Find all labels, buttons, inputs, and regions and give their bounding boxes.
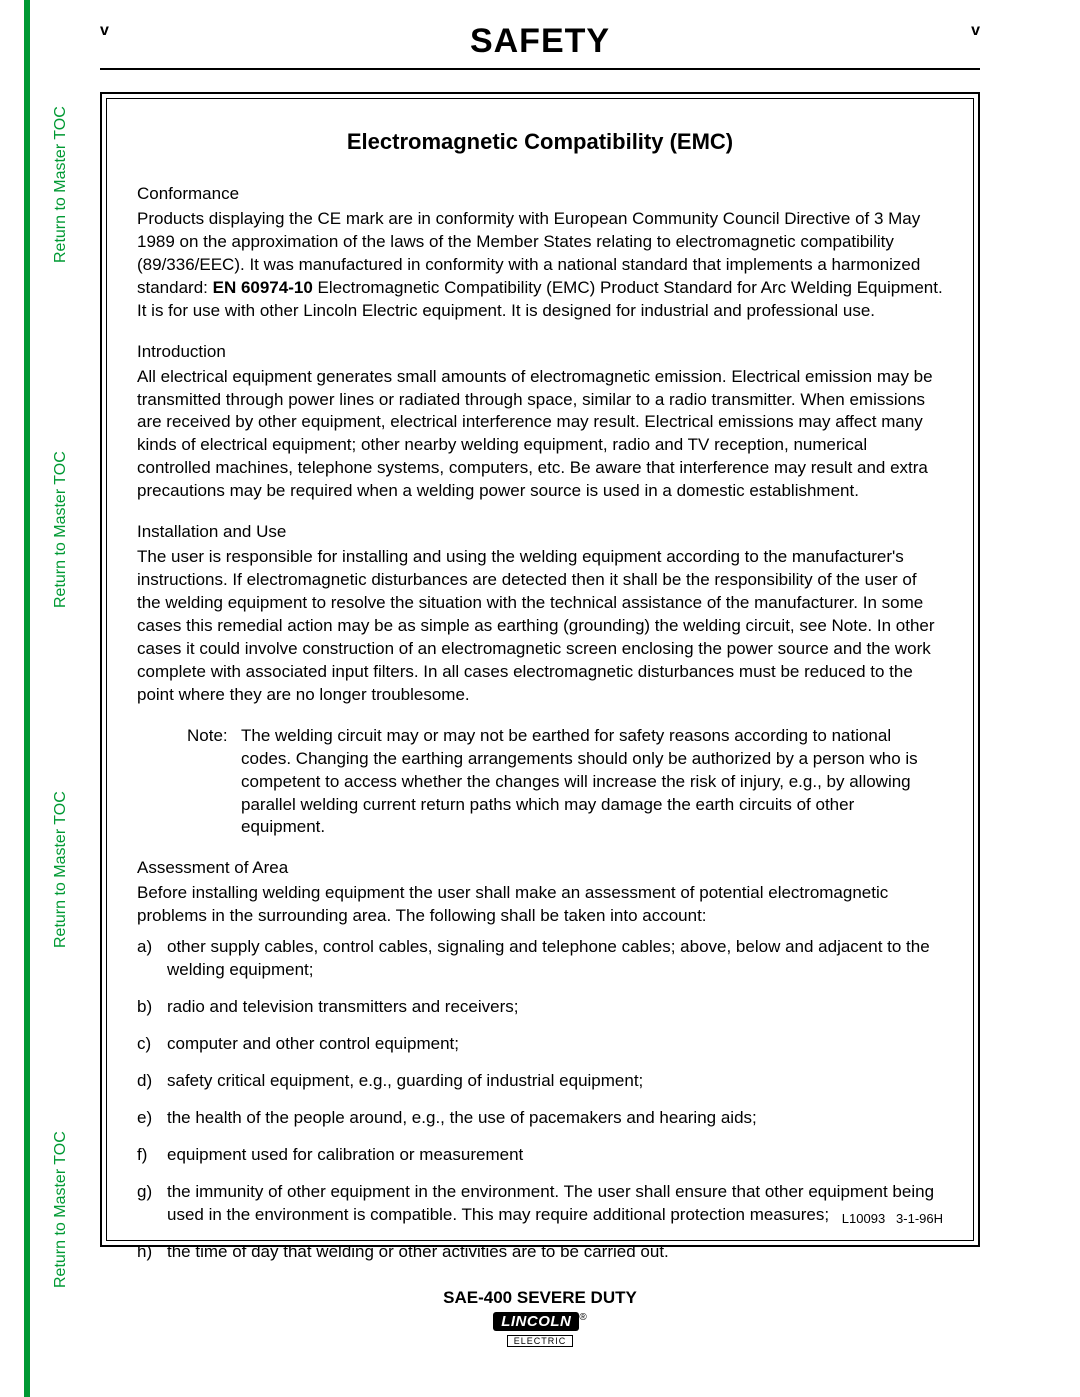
doc-code: L10093 3-1-96H: [842, 1211, 943, 1226]
list-marker: f): [137, 1144, 167, 1167]
content-frame-inner: Electromagnetic Compatibility (EMC) Conf…: [106, 98, 974, 1241]
assessment-intro: Before installing welding equipment the …: [137, 882, 943, 928]
list-item: d)safety critical equipment, e.g., guard…: [137, 1070, 943, 1093]
conformance-text: Products displaying the CE mark are in c…: [137, 208, 943, 323]
conformance-heading: Conformance: [137, 183, 943, 206]
toc-link-2[interactable]: Return to Master TOC: [52, 430, 70, 630]
list-marker: c): [137, 1033, 167, 1056]
page-number-left: v: [100, 22, 109, 40]
list-marker: g): [137, 1181, 167, 1227]
assessment-heading: Assessment of Area: [137, 857, 943, 880]
list-marker: a): [137, 936, 167, 982]
logo-bottom-text: ELECTRIC: [507, 1335, 574, 1347]
list-marker: e): [137, 1107, 167, 1130]
assessment-list: a)other supply cables, control cables, s…: [137, 936, 943, 1263]
toc-link-4[interactable]: Return to Master TOC: [52, 1110, 70, 1310]
list-text: other supply cables, control cables, sig…: [167, 936, 943, 982]
logo-registered-icon: ®: [579, 1312, 586, 1323]
list-text: the health of the people around, e.g., t…: [167, 1107, 943, 1130]
logo-name: LINCOLN: [501, 1313, 571, 1330]
note-text: The welding circuit may or may not be ea…: [241, 725, 943, 840]
toc-link-1[interactable]: Return to Master TOC: [52, 85, 70, 285]
list-item: c)computer and other control equipment;: [137, 1033, 943, 1056]
content-frame-outer: Electromagnetic Compatibility (EMC) Conf…: [100, 92, 980, 1247]
introduction-heading: Introduction: [137, 341, 943, 364]
note-label: Note:: [187, 725, 241, 840]
doc-code-left: L10093: [842, 1211, 885, 1226]
installation-heading: Installation and Use: [137, 521, 943, 544]
list-text: safety critical equipment, e.g., guardin…: [167, 1070, 943, 1093]
list-marker: b): [137, 996, 167, 1019]
introduction-text: All electrical equipment generates small…: [137, 366, 943, 504]
body-content: Conformance Products displaying the CE m…: [137, 183, 943, 1264]
side-green-bar: [24, 0, 30, 1397]
list-item: b)radio and television transmitters and …: [137, 996, 943, 1019]
list-text: the immunity of other equipment in the e…: [167, 1181, 943, 1227]
list-text: computer and other control equipment;: [167, 1033, 943, 1056]
installation-text: The user is responsible for installing a…: [137, 546, 943, 707]
conformance-bold: EN 60974-10: [213, 278, 313, 297]
footer-product: SAE-400 SEVERE DUTY: [0, 1288, 1080, 1308]
list-marker: h): [137, 1241, 167, 1264]
toc-link-3[interactable]: Return to Master TOC: [52, 770, 70, 970]
list-marker: d): [137, 1070, 167, 1093]
lincoln-logo: LINCOLN ® ELECTRIC: [493, 1312, 587, 1349]
list-text: equipment used for calibration or measur…: [167, 1144, 943, 1167]
logo-top-text: LINCOLN: [493, 1312, 579, 1331]
note-block: Note: The welding circuit may or may not…: [187, 725, 943, 840]
page-title: SAFETY: [470, 22, 610, 61]
list-item: f)equipment used for calibration or meas…: [137, 1144, 943, 1167]
list-item: h)the time of day that welding or other …: [137, 1241, 943, 1264]
page-header: v SAFETY v: [100, 22, 980, 70]
page-footer: SAE-400 SEVERE DUTY LINCOLN ® ELECTRIC: [0, 1288, 1080, 1349]
page: Return to Master TOC Return to Master TO…: [0, 0, 1080, 1397]
list-item: g)the immunity of other equipment in the…: [137, 1181, 943, 1227]
list-item: e)the health of the people around, e.g.,…: [137, 1107, 943, 1130]
doc-code-right: 3-1-96H: [896, 1211, 943, 1226]
list-item: a)other supply cables, control cables, s…: [137, 936, 943, 982]
list-text: the time of day that welding or other ac…: [167, 1241, 943, 1264]
list-text: radio and television transmitters and re…: [167, 996, 943, 1019]
page-number-right: v: [971, 22, 980, 40]
section-title: Electromagnetic Compatibility (EMC): [137, 129, 943, 155]
